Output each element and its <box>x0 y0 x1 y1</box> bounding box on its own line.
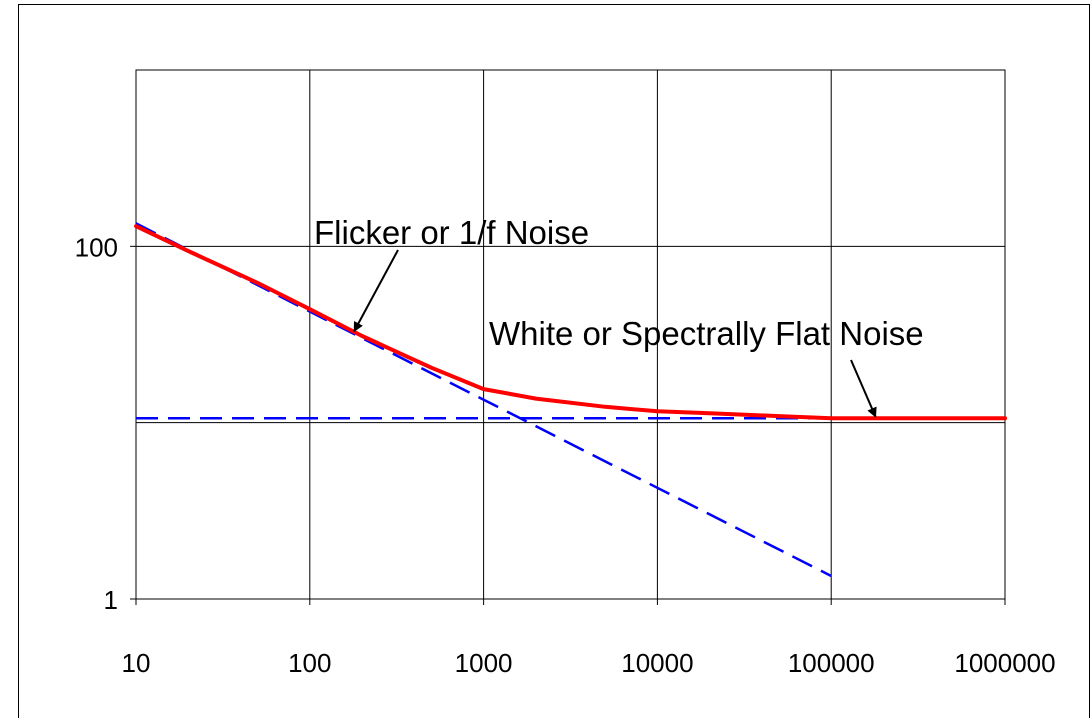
x-tick-label: 10000 <box>621 648 693 678</box>
x-tick-label: 100000 <box>788 648 875 678</box>
flicker-noise-label: Flicker or 1/f Noise <box>314 214 589 251</box>
x-tick-label: 10 <box>122 648 151 678</box>
plot-area <box>135 69 1006 600</box>
total-noise-curve <box>134 224 1007 421</box>
white-noise-label: White or Spectrally Flat Noise <box>489 315 924 352</box>
y-tick-label: 100 <box>75 232 118 262</box>
annotation-arrow <box>353 249 399 333</box>
x-tick-label: 1000000 <box>954 648 1055 678</box>
y-tick-label: 1 <box>104 585 118 615</box>
chart-frame <box>18 4 1090 718</box>
x-tick-label: 1000 <box>455 648 513 678</box>
x-tick-label: 100 <box>288 648 331 678</box>
annotation-arrow <box>850 359 877 418</box>
